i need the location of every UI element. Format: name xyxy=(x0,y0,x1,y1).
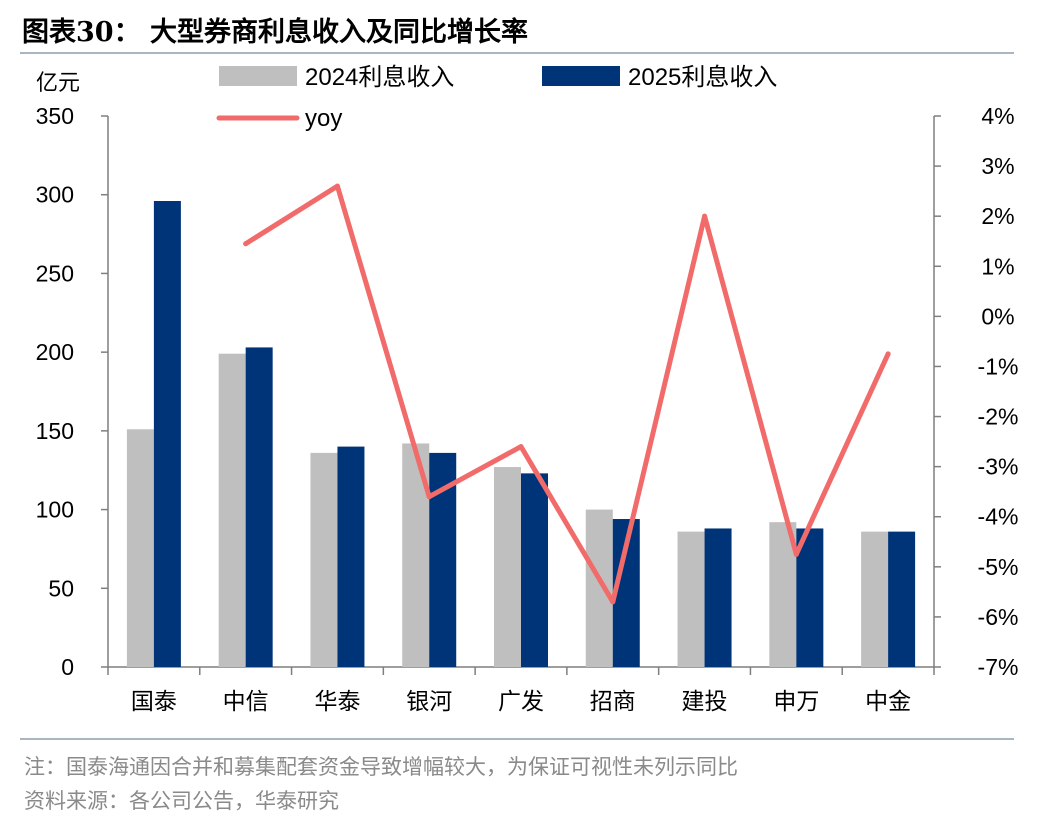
category-label: 中信 xyxy=(223,689,269,715)
left-tick-label: 200 xyxy=(36,339,74,365)
category-label: 华泰 xyxy=(314,689,360,715)
bar-2024 xyxy=(310,452,338,667)
right-tick-label: -6% xyxy=(978,604,1019,630)
yoy-point xyxy=(793,551,799,557)
legend-swatch-2025 xyxy=(542,66,620,86)
title-rule xyxy=(20,52,1014,54)
footer-rule xyxy=(20,738,1014,740)
legend-swatch-2024 xyxy=(219,66,297,86)
legend-label-2024: 2024利息收入 xyxy=(305,64,454,91)
right-tick-label: -7% xyxy=(978,654,1019,680)
footer: 注：国泰海通因合并和募集配套资金导致增幅较大，为保证可视性未列示同比 资料来源：… xyxy=(24,750,738,818)
bar-2025 xyxy=(245,347,273,667)
category-label: 招商 xyxy=(590,689,636,715)
right-tick-label: 2% xyxy=(981,203,1014,229)
bar-2025 xyxy=(521,473,548,667)
category-label: 银河 xyxy=(406,689,452,715)
bar-2025 xyxy=(704,528,732,667)
left-tick-label: 100 xyxy=(36,497,74,523)
yoy-line-layer xyxy=(243,183,891,605)
yoy-point xyxy=(610,599,616,605)
left-tick-label: 0 xyxy=(61,654,74,680)
legend: 2024利息收入 2025利息收入 yoy xyxy=(216,64,777,132)
left-tick-label: 300 xyxy=(36,182,74,208)
bar-2024 xyxy=(126,429,154,667)
yoy-point xyxy=(702,213,708,219)
bar-2025 xyxy=(888,531,916,667)
yoy-point xyxy=(885,351,891,357)
right-tick-label: 4% xyxy=(981,103,1014,129)
category-label: 建投 xyxy=(682,689,728,715)
category-label: 国泰 xyxy=(131,689,177,715)
right-tick-label: -2% xyxy=(978,404,1019,430)
chart-title: 图表30： 大型券商利息收入及同比增长率 xyxy=(22,17,528,48)
yoy-point xyxy=(518,444,524,450)
footer-source: 资料来源：各公司公告，华泰研究 xyxy=(24,789,339,813)
left-tick-label: 350 xyxy=(36,103,74,129)
left-tick-label: 50 xyxy=(48,575,74,601)
bar-2024 xyxy=(218,353,246,667)
bar-2024 xyxy=(585,509,613,667)
bars xyxy=(126,201,916,668)
tick-labels: 0 50 100 150 200 250 300 350 -7% -6% -5% -4% -3% -2% -… xyxy=(36,71,1019,715)
right-tick-label: -4% xyxy=(978,504,1019,530)
category-label: 中金 xyxy=(865,689,911,715)
right-tick-label: -3% xyxy=(978,454,1019,480)
bar-2025 xyxy=(337,446,365,667)
yoy-line xyxy=(243,183,891,605)
category-label: 广发 xyxy=(498,689,544,715)
bar-2025 xyxy=(153,201,181,668)
yoy-point xyxy=(426,494,432,500)
legend-label-2025: 2025利息收入 xyxy=(628,64,777,91)
chart: 0 50 100 150 200 250 300 350 -7% -6% -5% -4% -3% -2% -… xyxy=(36,64,1019,715)
footer-note: 注：国泰海通因合并和募集配套资金导致增幅较大，为保证可视性未列示同比 xyxy=(24,755,738,779)
category-label: 申万 xyxy=(773,689,819,715)
right-tick-label: 0% xyxy=(981,303,1014,329)
right-tick-label: 1% xyxy=(981,253,1014,279)
bar-2024 xyxy=(494,467,521,667)
right-tick-label: 3% xyxy=(981,153,1014,179)
left-tick-label: 250 xyxy=(36,260,74,286)
right-tick-label: -1% xyxy=(978,353,1019,379)
bar-2024 xyxy=(677,531,705,667)
legend-label-yoy: yoy xyxy=(305,105,342,132)
y-axis-unit: 亿元 xyxy=(36,71,80,96)
yoy-point xyxy=(243,241,249,247)
yoy-point xyxy=(334,183,340,189)
right-tick-label: -5% xyxy=(978,554,1019,580)
left-tick-label: 150 xyxy=(36,418,74,444)
bar-2025 xyxy=(796,528,824,667)
bar-2024 xyxy=(861,531,889,667)
